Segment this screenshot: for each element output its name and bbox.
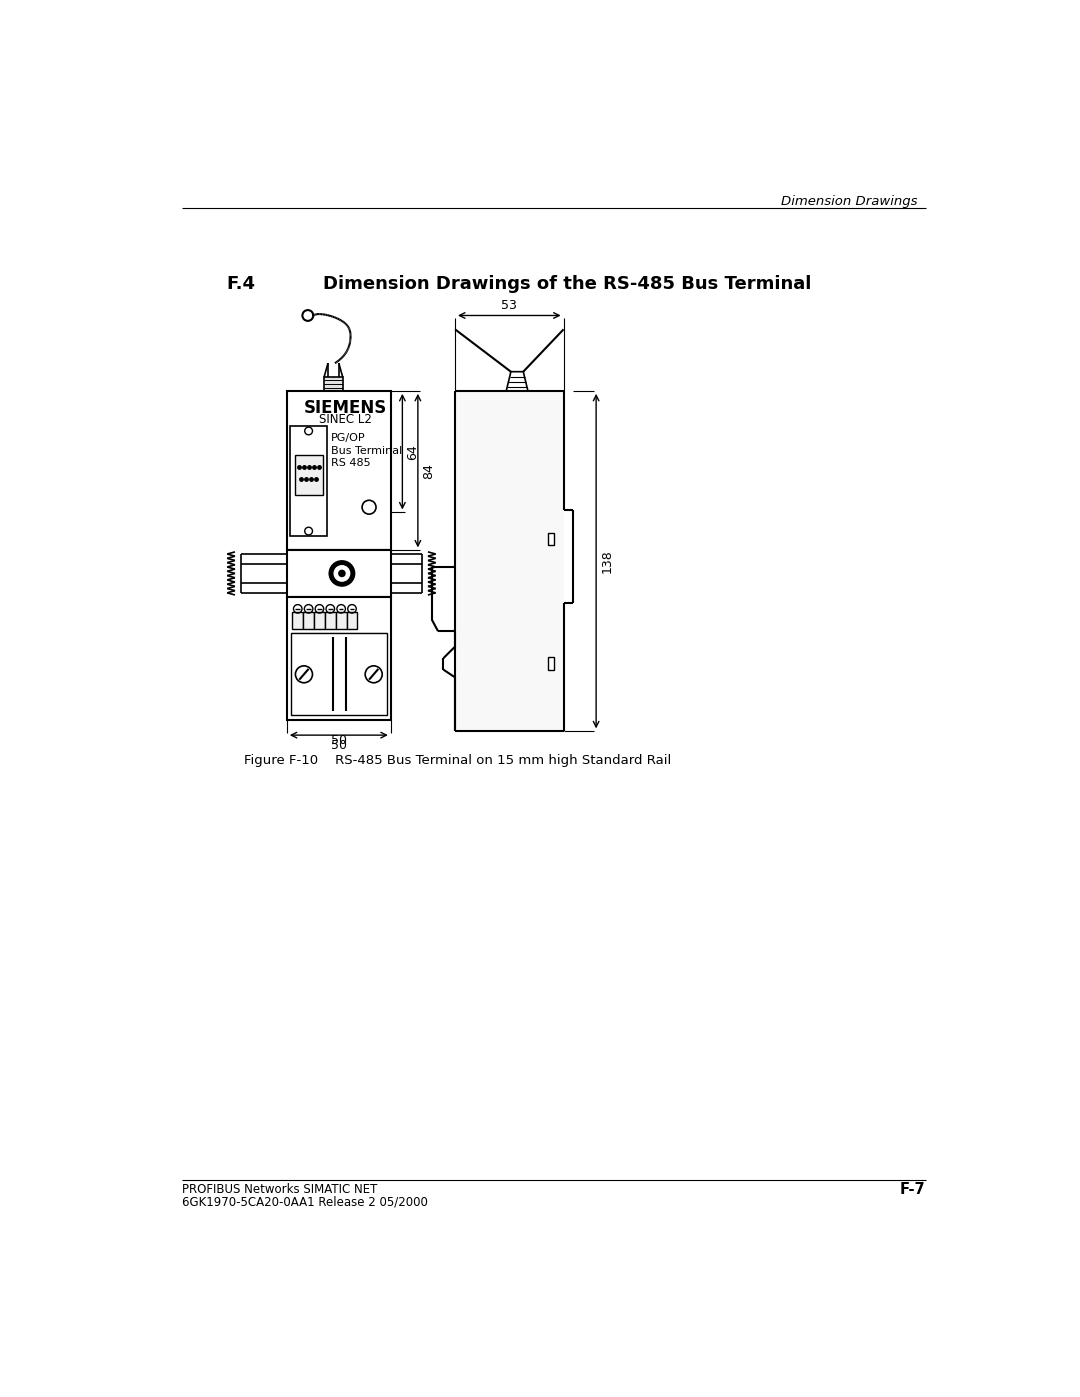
Bar <box>287 597 391 719</box>
Text: 84: 84 <box>422 462 435 479</box>
Bar <box>455 391 564 731</box>
Text: SIEMENS: SIEMENS <box>303 398 387 416</box>
Text: 53: 53 <box>501 299 517 312</box>
Text: Dimension Drawings of the RS-485 Bus Terminal: Dimension Drawings of the RS-485 Bus Ter… <box>323 275 811 292</box>
Circle shape <box>334 566 350 581</box>
Text: SINEC L2: SINEC L2 <box>319 412 372 426</box>
Bar <box>291 426 327 536</box>
Text: 138: 138 <box>600 549 613 573</box>
Text: 50: 50 <box>330 739 347 752</box>
Text: 64: 64 <box>406 444 419 460</box>
Bar <box>548 658 554 669</box>
Bar <box>314 612 325 629</box>
Bar <box>291 633 387 715</box>
Text: 6GK1970-5CA20-0AA1 Release 2 05/2000: 6GK1970-5CA20-0AA1 Release 2 05/2000 <box>181 1196 428 1208</box>
Bar <box>293 612 303 629</box>
Text: Dimension Drawings: Dimension Drawings <box>781 194 918 208</box>
Bar <box>325 612 336 629</box>
Text: F-7: F-7 <box>900 1182 926 1197</box>
Text: PROFIBUS Networks SIMATIC NET: PROFIBUS Networks SIMATIC NET <box>181 1183 377 1196</box>
Bar <box>336 612 347 629</box>
Bar <box>287 391 391 550</box>
Text: Figure F-10    RS-485 Bus Terminal on 15 mm high Standard Rail: Figure F-10 RS-485 Bus Terminal on 15 mm… <box>243 754 671 767</box>
Text: 50: 50 <box>330 735 347 747</box>
Bar <box>295 455 323 495</box>
Text: F.4: F.4 <box>227 275 256 292</box>
Text: PG/OP: PG/OP <box>332 433 366 443</box>
Bar <box>287 550 391 597</box>
Circle shape <box>329 562 354 585</box>
Text: RS 485: RS 485 <box>332 458 370 468</box>
Bar <box>548 532 554 545</box>
Bar <box>324 377 342 391</box>
Text: Bus Terminal: Bus Terminal <box>332 446 403 455</box>
Bar <box>347 612 357 629</box>
Bar <box>303 612 314 629</box>
Circle shape <box>339 570 345 577</box>
